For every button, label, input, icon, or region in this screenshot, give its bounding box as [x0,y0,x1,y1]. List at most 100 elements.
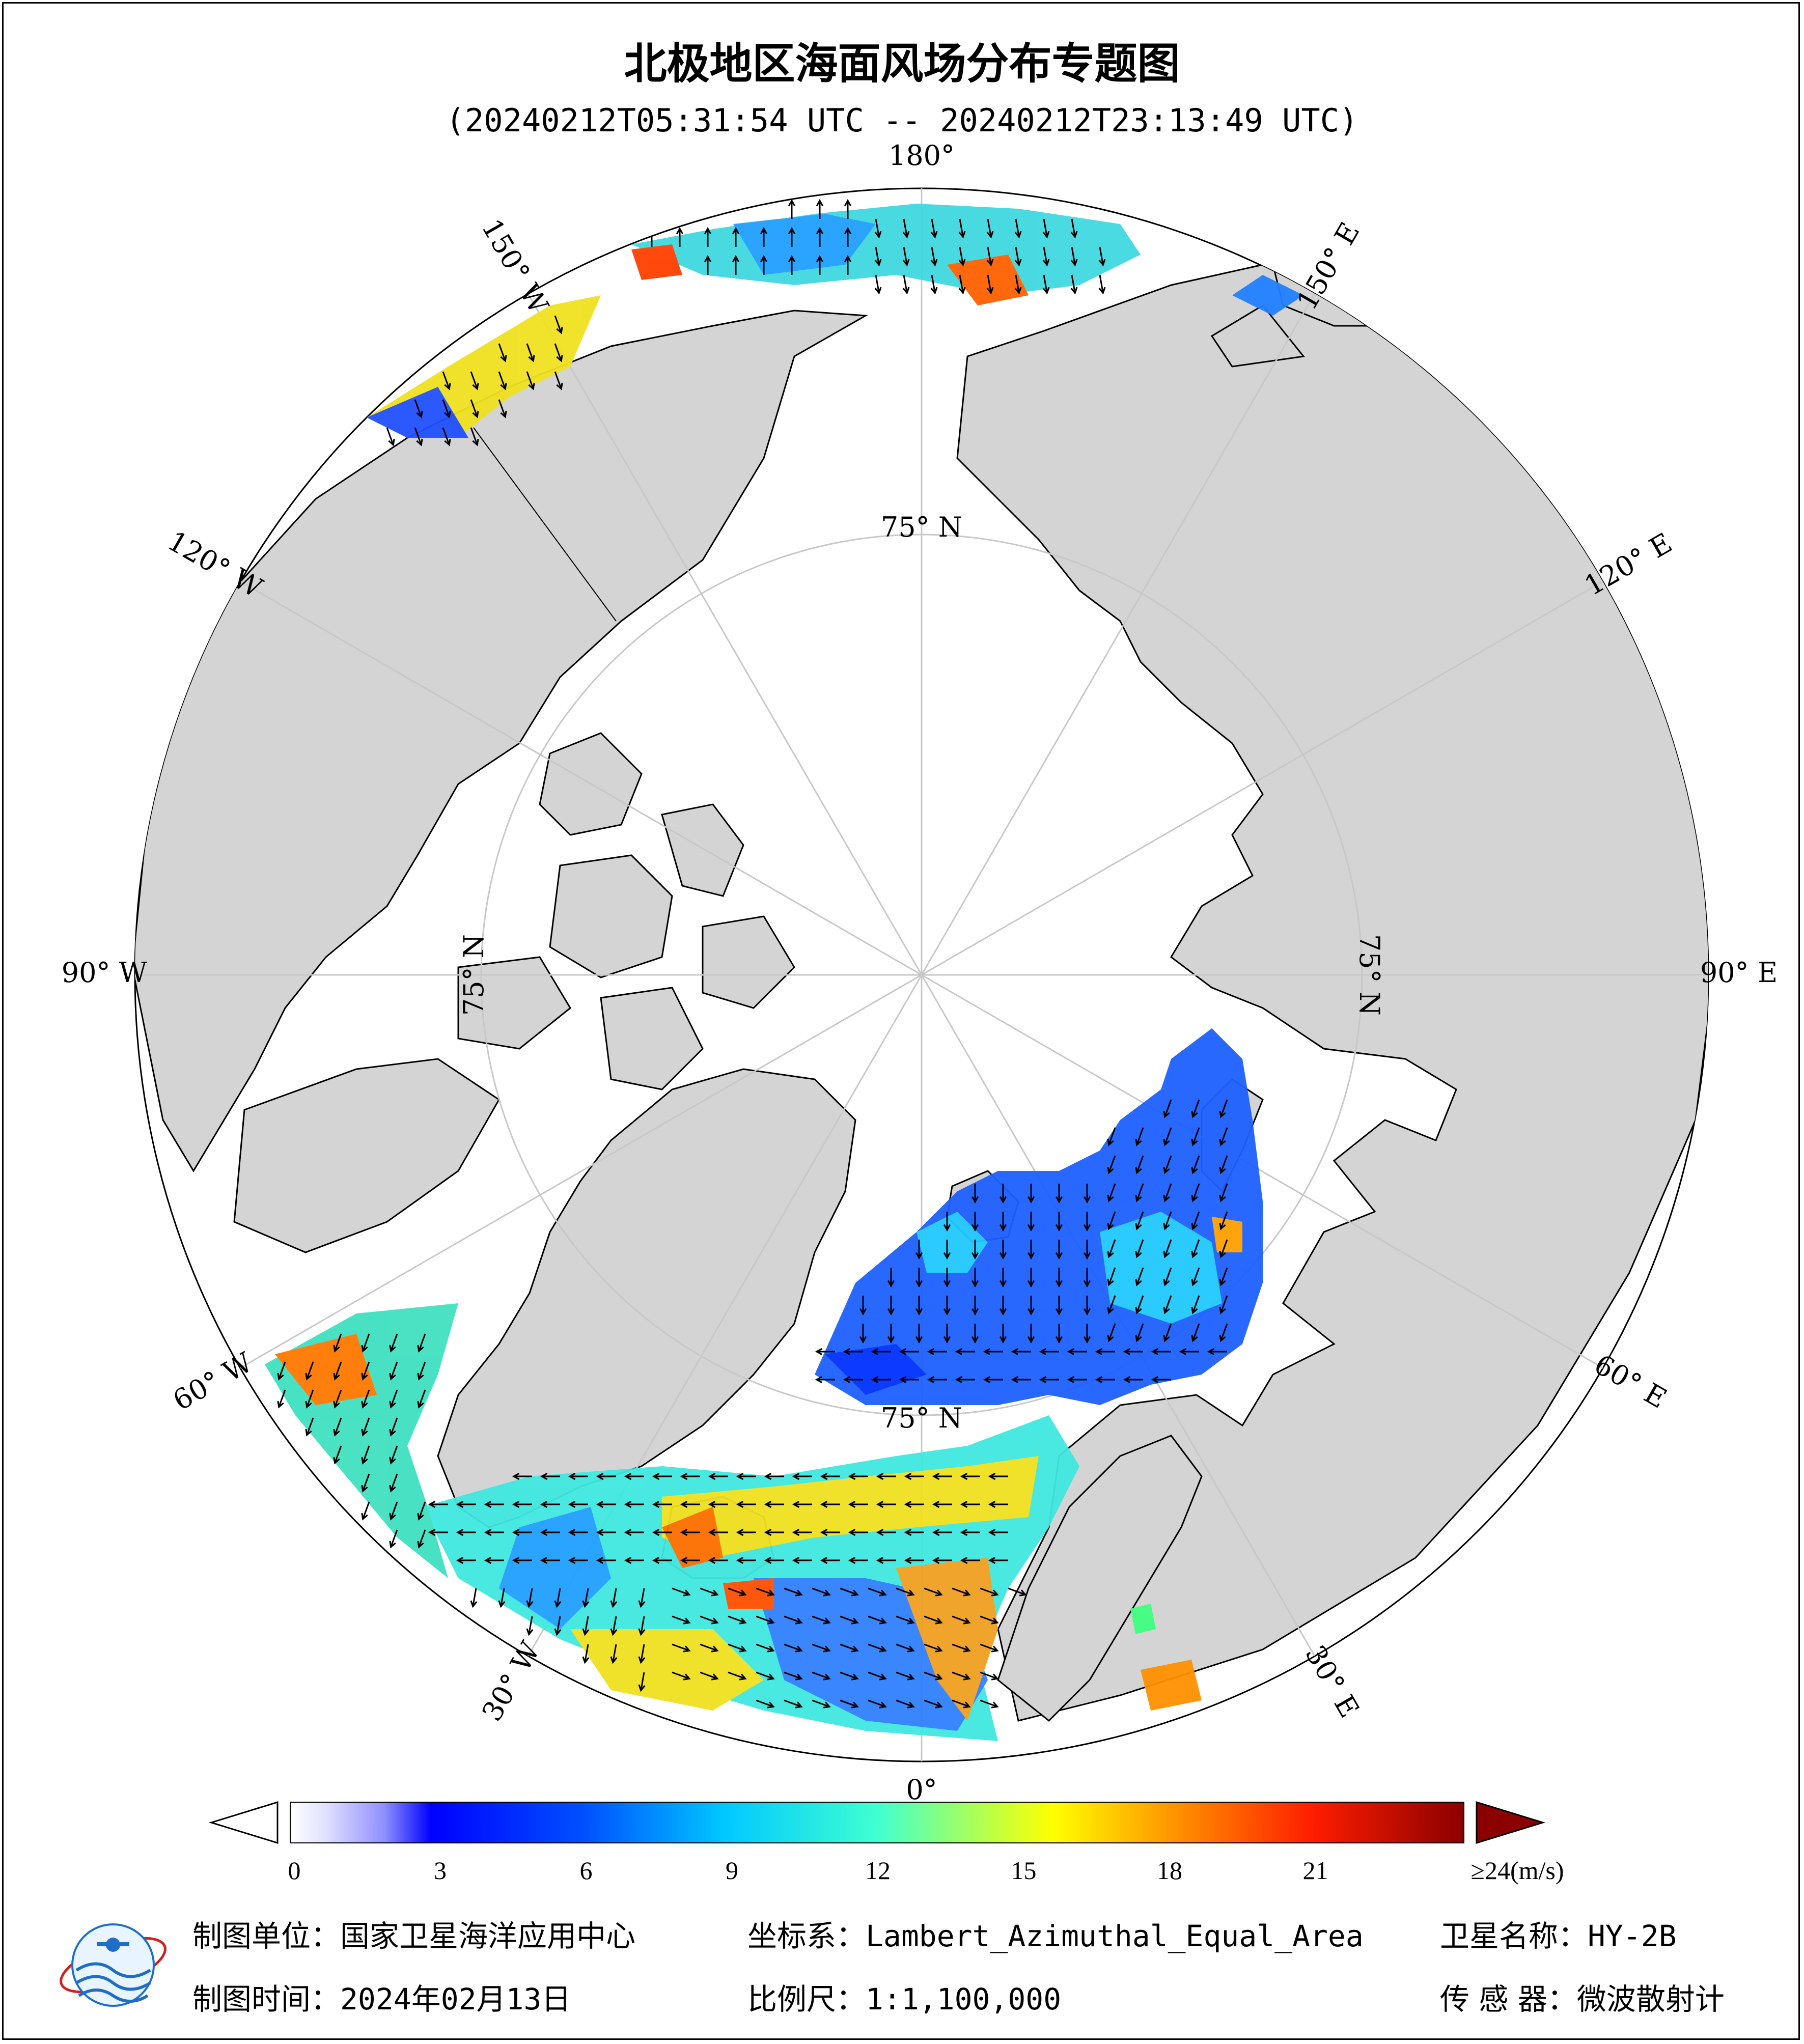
wind-arrow [971,1324,979,1344]
wind-arrow [652,1556,672,1564]
wind-arrow [904,1556,924,1564]
wind-arrow [389,1501,398,1521]
footer-unit: 制图单位：国家卫星海洋应用中心 [192,1912,635,1955]
wind-arrow [1219,1183,1228,1202]
wind-arrow [1067,1376,1087,1384]
colorbar-gradient [290,1802,1464,1843]
wind-arrow [871,1348,891,1356]
time-range: (20240212T05:31:54 UTC -- 20240212T23:13… [446,102,1358,139]
longitude-label: 120° E [1579,527,1677,602]
footer-coord: 坐标系：Lambert_Azimuthal_Equal_Area [747,1912,1364,1955]
wind-arrow [389,1529,398,1549]
wind-arrow [442,427,451,446]
wind-arrow [1083,1240,1091,1260]
wind-arrow [1095,1348,1115,1356]
wind-arrow [1070,218,1078,239]
wind-arrow [915,1324,923,1344]
wind-arrow [983,1376,1003,1384]
wind-arrow [1039,1376,1059,1384]
wind-arrow [728,1643,747,1653]
wind-arrow [924,1671,943,1681]
land-scandinavia [997,1435,1203,1722]
wind-arrow [816,227,824,247]
wind-arrow [812,1671,831,1681]
wind-arrow [596,1528,616,1536]
wind-arrow [456,1528,476,1536]
wind-arrow [1219,1155,1228,1174]
longitude-label: 180° [889,139,955,172]
wind-arrow [361,1417,370,1437]
wind-arrow [1083,1212,1091,1232]
wind-arrow [1027,1268,1035,1288]
wind-arrow [988,1556,1008,1564]
wind-arrow [930,274,938,295]
wind-swath-baltic [1141,1660,1202,1711]
wind-arrow [876,1472,896,1480]
wind-arrow [756,1699,775,1709]
wind-arrow [672,1587,691,1597]
colorbar-over-arrow [1476,1801,1546,1844]
wind-arrow [361,1361,370,1381]
land-masses [135,254,1708,1722]
wind-arrow [638,1616,646,1636]
wind-arrow [840,1671,859,1681]
wind-arrow [1219,1323,1228,1342]
wind-arrow [652,1528,672,1536]
wind-arrow [784,1671,803,1681]
colorbar-tick-label: 21 [1302,1856,1328,1885]
colorbar [208,1801,1546,1844]
wind-arrow [952,1643,971,1653]
wind-arrow [902,274,910,295]
wind-arrow [680,1472,700,1480]
wind-arrow [596,1500,616,1508]
wind-arrow [1135,1155,1144,1174]
wind-arrow [672,1671,691,1681]
wind-arrow [414,427,423,446]
wind-arrow [971,1268,979,1288]
wind-arrow [361,1473,370,1493]
wind-arrow [305,1361,314,1381]
wind-arrow [1107,1155,1116,1174]
wind-arrow [874,218,882,239]
wind-arrow [540,1500,560,1508]
wind-arrow [958,218,966,239]
wind-arrow [896,1699,915,1709]
wind-arrow [526,371,535,390]
wind-arrow [792,1556,812,1564]
wind-arrow [708,1472,728,1480]
colorbar-tick-label: ≥24(m/s) [1470,1856,1564,1885]
wind-arrow [389,1361,398,1381]
wind-arrow [943,1324,951,1344]
wind-arrow [1191,1267,1200,1286]
wind-arrow [764,1528,784,1536]
wind-arrow [896,1587,915,1597]
footer-satellite-value: HY-2B [1588,1919,1677,1953]
wind-arrow [361,1333,370,1353]
wind-arrow [924,1643,943,1653]
wind-arrow [610,1588,618,1608]
wind-arrow [899,1348,919,1356]
wind-arrow [554,1588,562,1608]
wind-arrow [756,1587,775,1597]
wind-arrow [986,218,994,239]
wind-arrow [760,227,768,247]
wind-arrow [700,1643,719,1653]
wind-arrow [960,1500,980,1508]
wind-arrow [904,1472,924,1480]
wind-arrow [1055,1184,1063,1204]
land-eurasia [956,264,1708,1722]
wind-arrow [756,1643,775,1653]
wind-arrow [540,1556,560,1564]
wind-arrow [915,1240,923,1260]
wind-arrow [333,1333,342,1353]
wind-arrow [277,1389,286,1409]
wind-arrow [1163,1239,1172,1258]
wind-arrow [1123,1348,1143,1356]
wind-arrow [736,1472,756,1480]
wind-arrow [887,1268,895,1288]
wind-arrow [582,1588,590,1608]
wind-arrow [930,246,938,267]
wind-arrow [1123,1376,1143,1384]
wind-arrow [498,371,507,390]
